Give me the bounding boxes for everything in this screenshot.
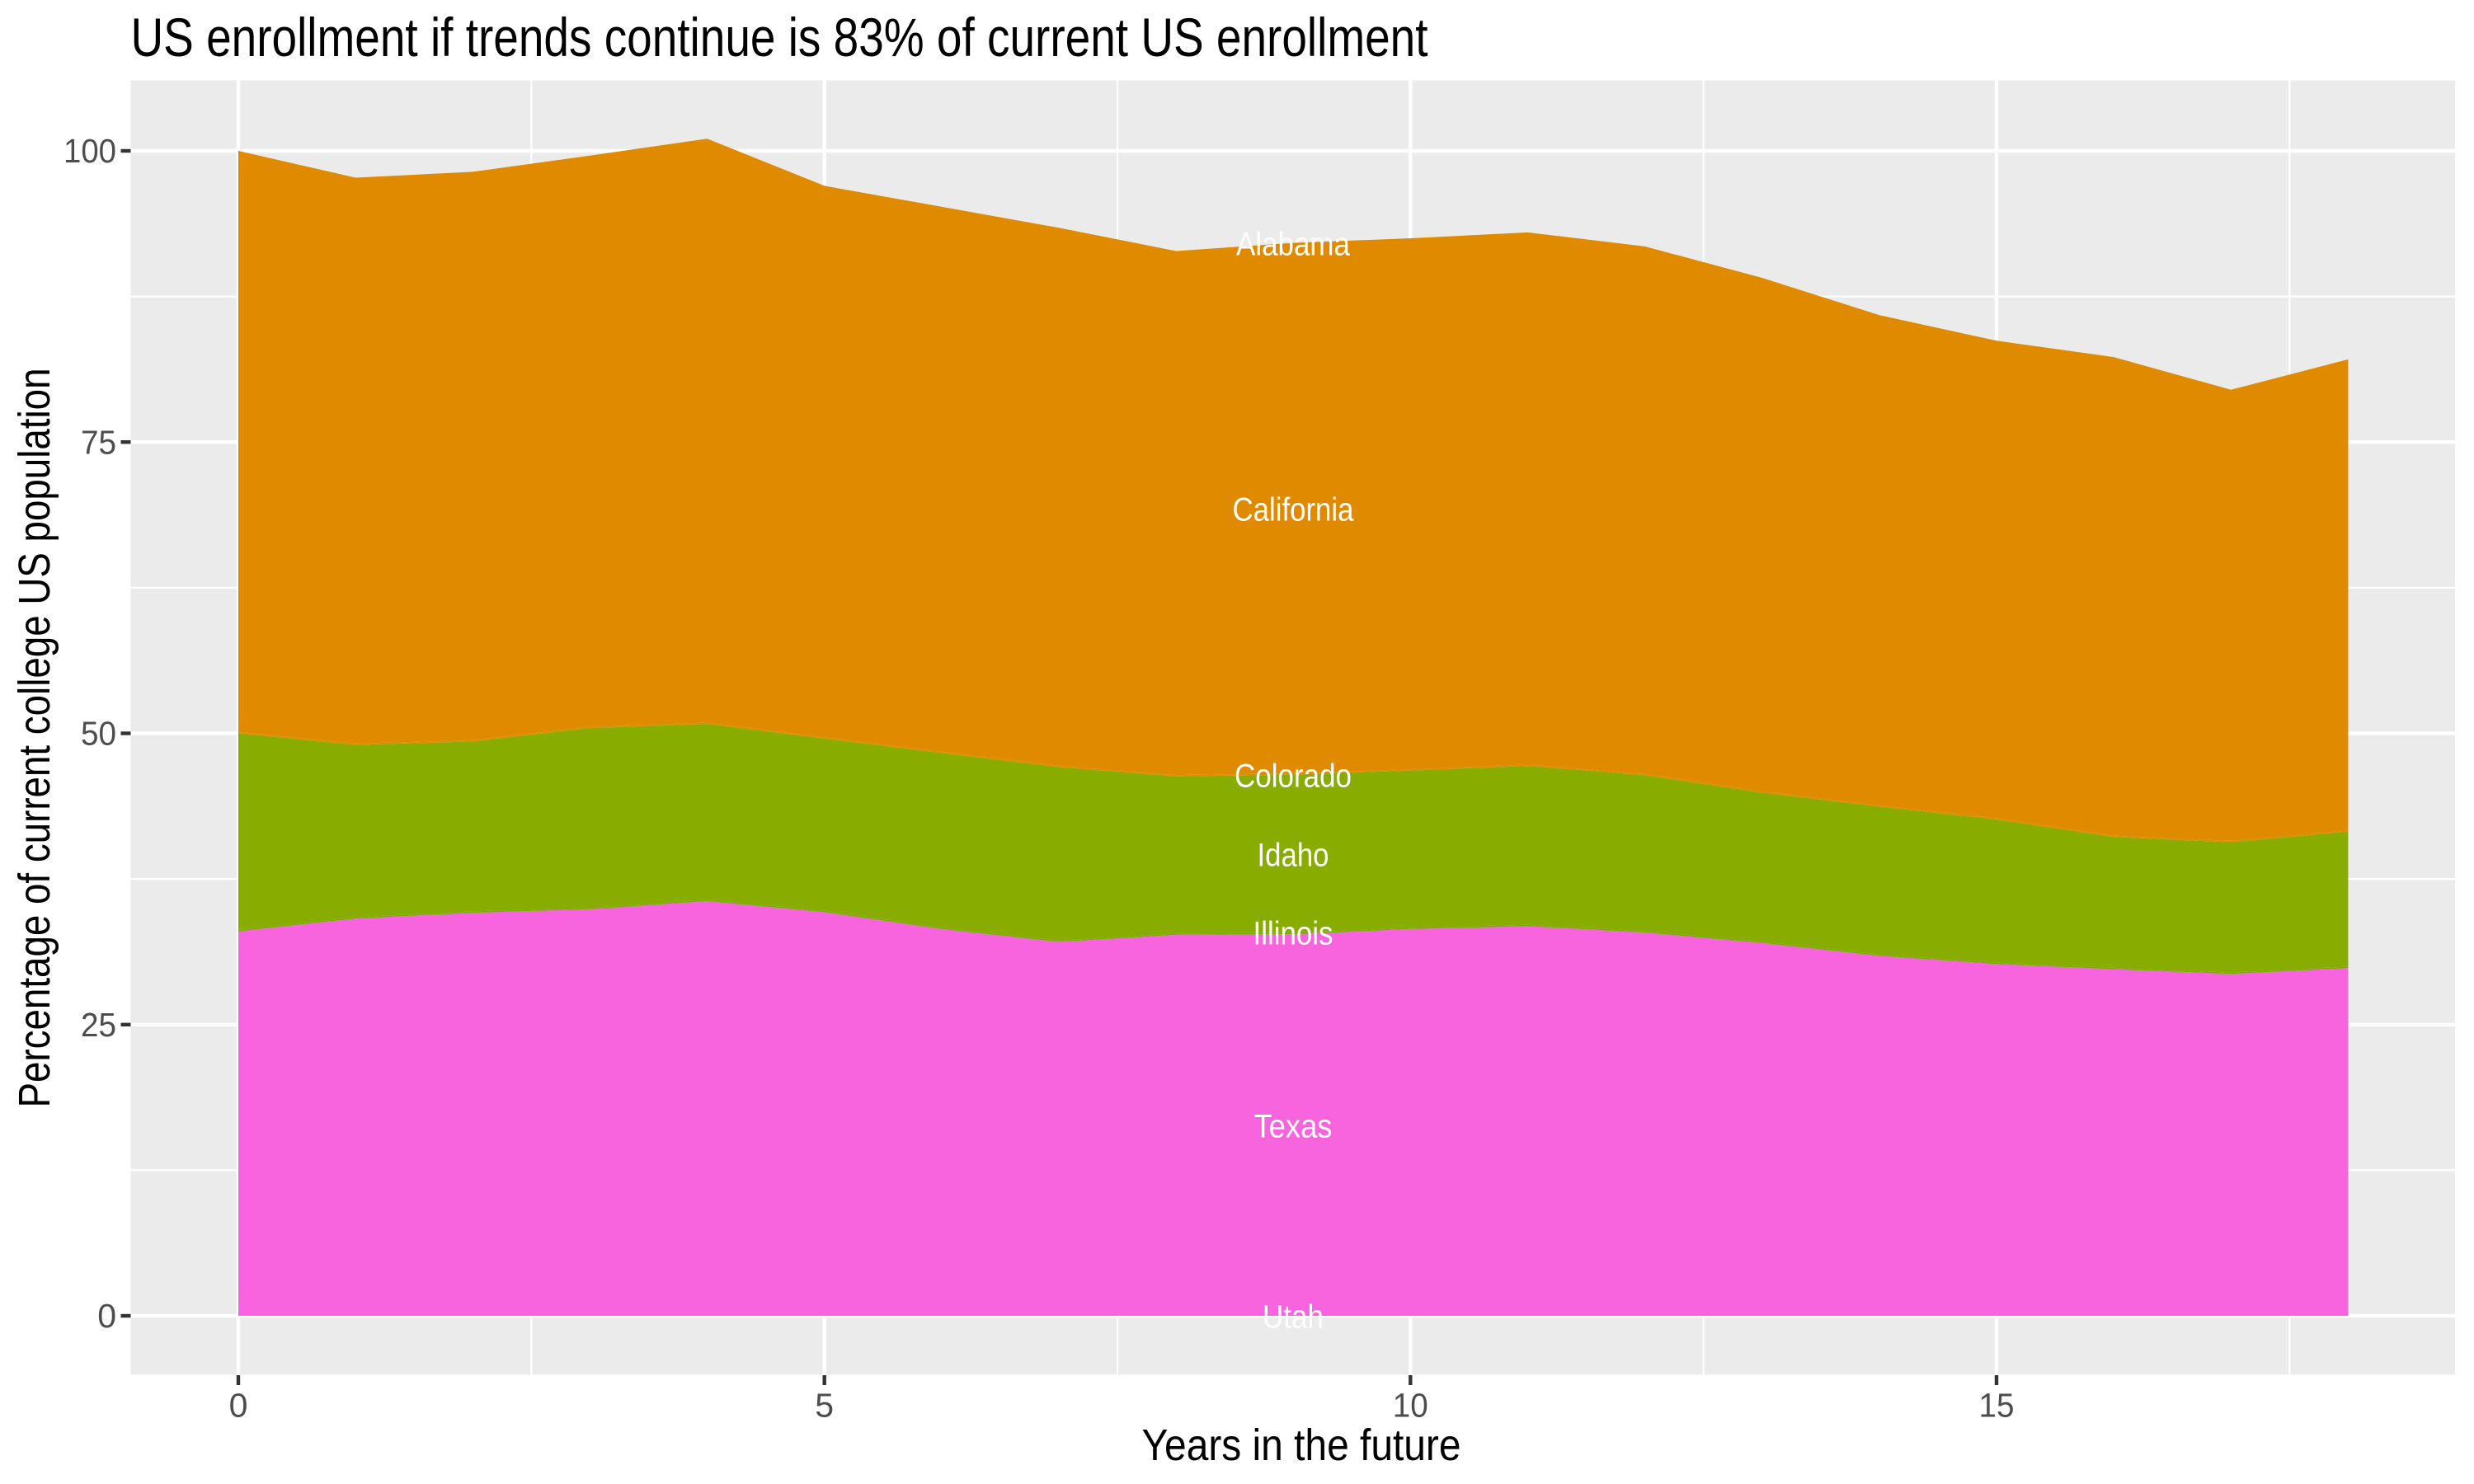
svg-text:75: 75 — [81, 423, 116, 461]
svg-text:50: 50 — [81, 715, 116, 753]
svg-text:Years in the future: Years in the future — [1142, 1421, 1461, 1470]
svg-text:25: 25 — [81, 1006, 116, 1044]
svg-text:10: 10 — [1393, 1386, 1428, 1424]
svg-text:Percentage of current college: Percentage of current college US populat… — [10, 369, 59, 1108]
svg-text:5: 5 — [815, 1386, 834, 1424]
svg-text:0: 0 — [229, 1386, 248, 1424]
svg-text:US enrollment if trends contin: US enrollment if trends continue is 83% … — [131, 7, 1428, 68]
svg-text:Texas: Texas — [1254, 1109, 1333, 1145]
svg-text:0: 0 — [97, 1297, 116, 1335]
svg-text:100: 100 — [63, 132, 116, 170]
svg-text:Illinois: Illinois — [1253, 916, 1333, 952]
svg-text:Alabama: Alabama — [1236, 227, 1351, 263]
svg-text:California: California — [1233, 492, 1355, 528]
svg-text:Utah: Utah — [1263, 1299, 1324, 1336]
svg-text:Idaho: Idaho — [1258, 838, 1329, 874]
svg-text:15: 15 — [1979, 1386, 2015, 1424]
svg-text:Colorado: Colorado — [1235, 758, 1352, 795]
